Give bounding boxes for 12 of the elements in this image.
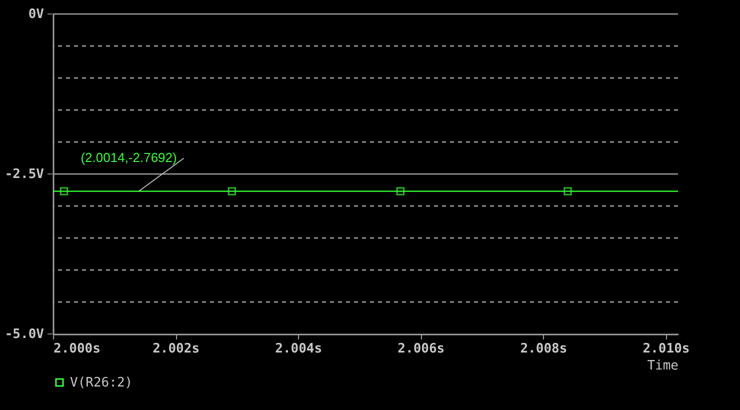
x-tick-label: 2.006s — [398, 342, 445, 356]
x-tick-label: 2.002s — [152, 342, 200, 356]
x-tick-label: 2.008s — [520, 342, 568, 356]
x-tick-label: 2.000s — [54, 342, 100, 356]
annotation: (2.0014,-2.7692) — [80, 150, 177, 166]
y-tick-label: -2.5V — [4, 167, 44, 182]
legend-label: V(R26:2) — [70, 376, 133, 390]
x-tick-label: 2.004s — [275, 342, 322, 356]
x-tick-label: 2.010s — [642, 342, 690, 356]
y-tick-label: 0V — [28, 7, 44, 22]
y-tick-label: -5.0V — [4, 327, 44, 342]
x-axis-title: Time — [647, 358, 679, 374]
